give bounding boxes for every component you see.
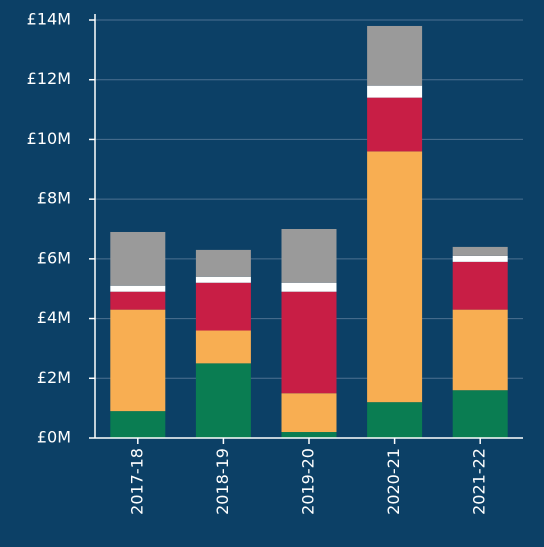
bar-segment (110, 411, 166, 438)
bar-segment (367, 151, 423, 403)
bar-segment (367, 25, 423, 86)
x-tick-label: 2019-20 (299, 448, 318, 515)
bar-segment (367, 97, 423, 152)
bar-segment (110, 291, 166, 310)
bar-segment (367, 85, 423, 98)
y-tick-label: £0M (37, 428, 71, 447)
bar-segment (281, 393, 337, 433)
bar-segment (281, 229, 337, 283)
bar-segment (110, 231, 166, 286)
bar-segment (195, 282, 251, 331)
y-tick-label: £14M (27, 10, 71, 29)
x-tick-label: 2021-22 (470, 448, 489, 515)
bar-segment (281, 291, 337, 394)
bar-segment (195, 276, 251, 283)
bar-segment (452, 309, 508, 391)
bar-segment (195, 330, 251, 364)
bar-segment (452, 390, 508, 438)
bar-segment (452, 246, 508, 256)
y-tick-label: £2M (37, 368, 71, 387)
y-tick-label: £6M (37, 248, 71, 267)
x-tick-label: 2020-21 (384, 448, 403, 515)
y-tick-label: £12M (27, 69, 71, 88)
y-tick-label: £10M (27, 129, 71, 148)
bar-segment (452, 255, 508, 262)
y-tick-label: £8M (37, 189, 71, 208)
y-tick-label: £4M (37, 308, 71, 327)
bar-segment (195, 249, 251, 277)
bar-segment (195, 363, 251, 438)
bar-segment (367, 402, 423, 438)
bar-segment (110, 285, 166, 292)
bar-segment (110, 309, 166, 412)
bar-segment (281, 282, 337, 292)
bar-segment (452, 261, 508, 310)
bar-segment (281, 432, 337, 438)
x-tick-label: 2018-19 (213, 448, 232, 515)
x-tick-label: 2017-18 (127, 448, 146, 515)
